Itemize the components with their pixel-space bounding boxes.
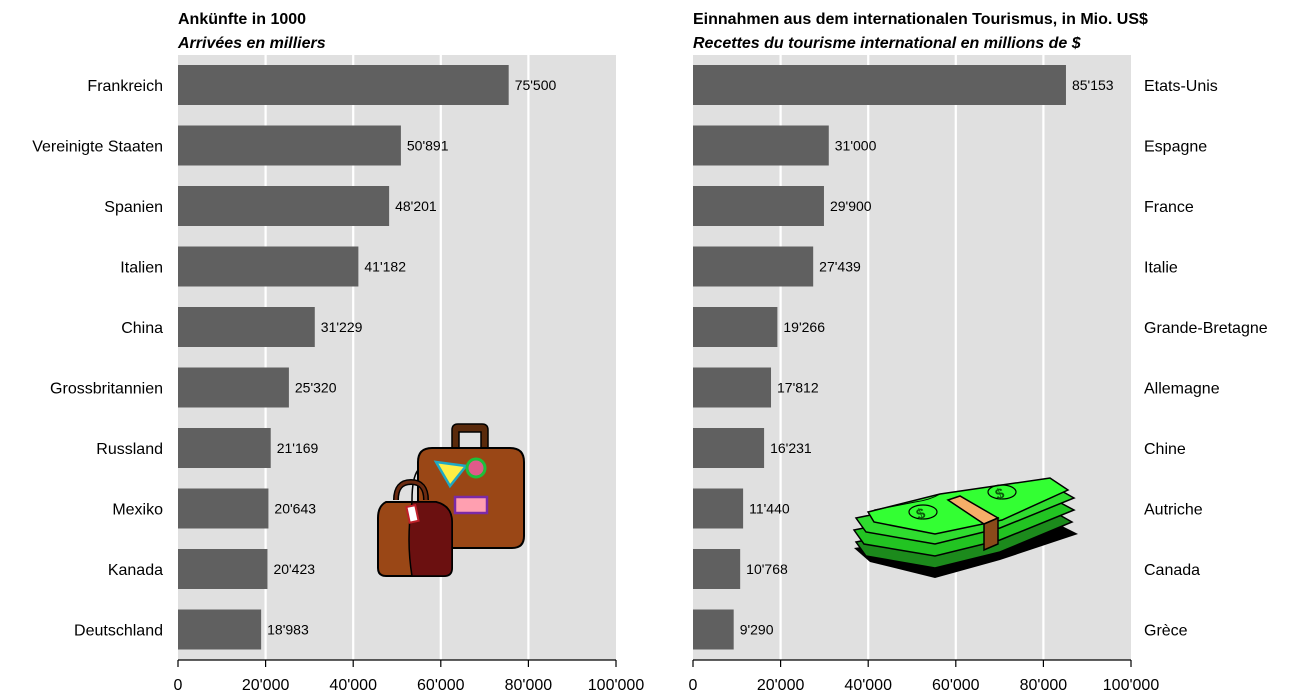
receipts-bar	[693, 367, 772, 408]
arrivals-bar	[178, 488, 269, 529]
receipts-tick-label: 100'000	[1103, 677, 1160, 694]
arrivals-category-label: Russland	[96, 441, 163, 458]
arrivals-value-label: 48'201	[395, 198, 437, 214]
arrivals-tick-label: 40'000	[329, 677, 377, 694]
arrivals-value-label: 41'182	[364, 259, 406, 275]
arrivals-value-label: 25'320	[295, 380, 337, 396]
receipts-x-axis: 0 20'000 40'000 60'000 80'000 100'000	[689, 659, 1160, 694]
receipts-category-label: Etats-Unis	[1144, 78, 1218, 95]
receipts-value-labels: 85'153 31'000 29'900 27'439 19'266 17'812 16'2…	[740, 77, 1114, 638]
receipts-bar	[693, 307, 778, 347]
arrivals-category-label: Frankreich	[87, 78, 163, 95]
receipts-category-label: Grèce	[1144, 623, 1188, 640]
receipts-value-label: 29'900	[830, 198, 872, 214]
receipts-value-label: 85'153	[1072, 77, 1114, 93]
receipts-category-label: France	[1144, 199, 1194, 216]
arrivals-value-label: 31'229	[321, 319, 363, 335]
receipts-bar	[693, 428, 765, 468]
arrivals-category-labels: Frankreich Vereinigte Staaten Spanien Itali…	[32, 78, 163, 640]
receipts-category-label: Grande-Bretagne	[1144, 320, 1268, 337]
receipts-value-label: 17'812	[777, 380, 819, 396]
receipts-value-label: 31'000	[835, 138, 877, 154]
arrivals-chart-subtitle: Arrivées en milliers	[177, 35, 326, 52]
arrivals-chart-title: Ankünfte in 1000	[178, 11, 306, 28]
receipts-tick-label: 60'000	[932, 677, 980, 694]
arrivals-tick-label: 100'000	[588, 677, 645, 694]
receipts-tick-label: 0	[689, 677, 698, 694]
arrivals-x-axis: 0 20'000 40'000 60'000 80'000 100'000	[174, 659, 645, 694]
arrivals-value-label: 75'500	[515, 77, 557, 93]
arrivals-category-label: Vereinigte Staaten	[32, 139, 163, 156]
arrivals-bar	[178, 246, 359, 287]
arrivals-value-label: 50'891	[407, 138, 449, 154]
arrivals-category-label: Kanada	[108, 562, 163, 579]
arrivals-bars	[178, 65, 509, 650]
arrivals-bar	[178, 609, 262, 650]
arrivals-value-label: 20'423	[273, 561, 315, 577]
arrivals-tick-label: 20'000	[242, 677, 290, 694]
receipts-value-label: 11'440	[749, 501, 790, 517]
receipts-bar	[693, 125, 829, 166]
receipts-value-label: 9'290	[740, 622, 774, 638]
receipts-chart: Einnahmen aus dem internationalen Touris…	[689, 11, 1268, 694]
arrivals-category-label: Mexiko	[112, 502, 163, 519]
receipts-bar	[693, 549, 741, 589]
receipts-category-label: Allemagne	[1144, 381, 1220, 398]
receipts-bar	[693, 609, 734, 650]
arrivals-bar	[178, 367, 289, 408]
receipts-bars	[693, 65, 1066, 650]
arrivals-category-label: Deutschland	[74, 623, 163, 640]
receipts-category-label: Canada	[1144, 562, 1200, 579]
arrivals-value-labels: 75'500 50'891 48'201 41'182 31'229 25'320 21'1…	[267, 77, 556, 638]
arrivals-category-label: Italien	[120, 260, 163, 277]
receipts-value-label: 16'231	[770, 440, 812, 456]
receipts-value-label: 19'266	[783, 319, 825, 335]
arrivals-bar	[178, 549, 268, 589]
receipts-tick-label: 40'000	[844, 677, 892, 694]
receipts-chart-title: Einnahmen aus dem internationalen Touris…	[693, 11, 1148, 28]
receipts-category-labels: Etats-Unis Espagne France Italie Grande-Bret…	[1144, 78, 1268, 640]
receipts-bar	[693, 488, 744, 529]
receipts-tick-label: 20'000	[757, 677, 805, 694]
receipts-bar	[693, 65, 1066, 105]
receipts-chart-subtitle: Recettes du tourisme international en mi…	[693, 35, 1082, 52]
arrivals-value-label: 21'169	[277, 440, 319, 456]
receipts-category-label: Chine	[1144, 441, 1186, 458]
arrivals-bar	[178, 65, 509, 105]
arrivals-bar	[178, 307, 315, 347]
arrivals-bar	[178, 125, 401, 166]
arrivals-category-label: Grossbritannien	[50, 381, 163, 398]
arrivals-bar	[178, 186, 390, 226]
arrivals-tick-label: 80'000	[505, 677, 553, 694]
arrivals-value-label: 20'643	[274, 501, 316, 517]
arrivals-bar	[178, 428, 271, 468]
receipts-value-label: 27'439	[819, 259, 861, 275]
receipts-bar	[693, 246, 814, 287]
arrivals-category-label: China	[121, 320, 163, 337]
receipts-value-label: 10'768	[746, 561, 788, 577]
receipts-bar	[693, 186, 824, 226]
money-stack-icon: $ $	[852, 477, 1078, 578]
arrivals-tick-label: 0	[174, 677, 183, 694]
arrivals-category-label: Spanien	[104, 199, 163, 216]
receipts-category-label: Espagne	[1144, 139, 1207, 156]
arrivals-value-label: 18'983	[267, 622, 309, 638]
arrivals-chart: Ankünfte in 1000 Arrivées en milliers Fr…	[32, 11, 644, 694]
receipts-category-label: Autriche	[1144, 502, 1203, 519]
receipts-tick-label: 80'000	[1020, 677, 1068, 694]
suitcases-icon	[377, 423, 525, 577]
arrivals-tick-label: 60'000	[417, 677, 465, 694]
receipts-category-label: Italie	[1144, 260, 1178, 277]
